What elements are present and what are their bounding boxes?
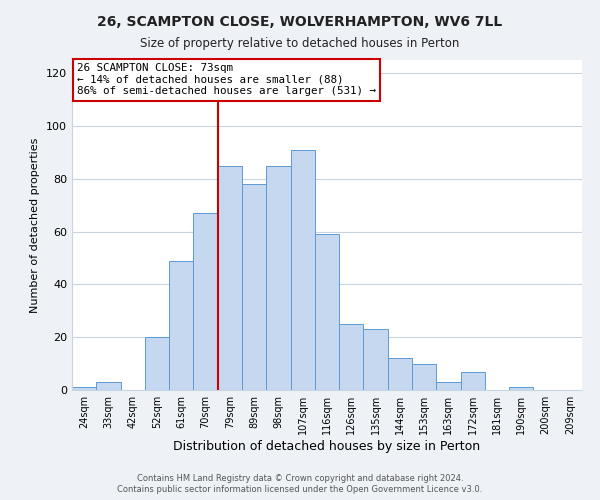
Bar: [364, 330, 388, 390]
X-axis label: Distribution of detached houses by size in Perton: Distribution of detached houses by size …: [173, 440, 481, 453]
Bar: [315, 234, 339, 390]
Bar: [509, 388, 533, 390]
Bar: [169, 260, 193, 390]
Bar: [412, 364, 436, 390]
Bar: [96, 382, 121, 390]
Bar: [193, 213, 218, 390]
Bar: [266, 166, 290, 390]
Bar: [218, 166, 242, 390]
Bar: [436, 382, 461, 390]
Text: 26, SCAMPTON CLOSE, WOLVERHAMPTON, WV6 7LL: 26, SCAMPTON CLOSE, WOLVERHAMPTON, WV6 7…: [97, 15, 503, 29]
Bar: [461, 372, 485, 390]
Bar: [72, 388, 96, 390]
Y-axis label: Number of detached properties: Number of detached properties: [31, 138, 40, 312]
Bar: [145, 337, 169, 390]
Text: Contains HM Land Registry data © Crown copyright and database right 2024.
Contai: Contains HM Land Registry data © Crown c…: [118, 474, 482, 494]
Bar: [290, 150, 315, 390]
Bar: [339, 324, 364, 390]
Bar: [388, 358, 412, 390]
Bar: [242, 184, 266, 390]
Text: Size of property relative to detached houses in Perton: Size of property relative to detached ho…: [140, 38, 460, 51]
Text: 26 SCAMPTON CLOSE: 73sqm
← 14% of detached houses are smaller (88)
86% of semi-d: 26 SCAMPTON CLOSE: 73sqm ← 14% of detach…: [77, 64, 376, 96]
